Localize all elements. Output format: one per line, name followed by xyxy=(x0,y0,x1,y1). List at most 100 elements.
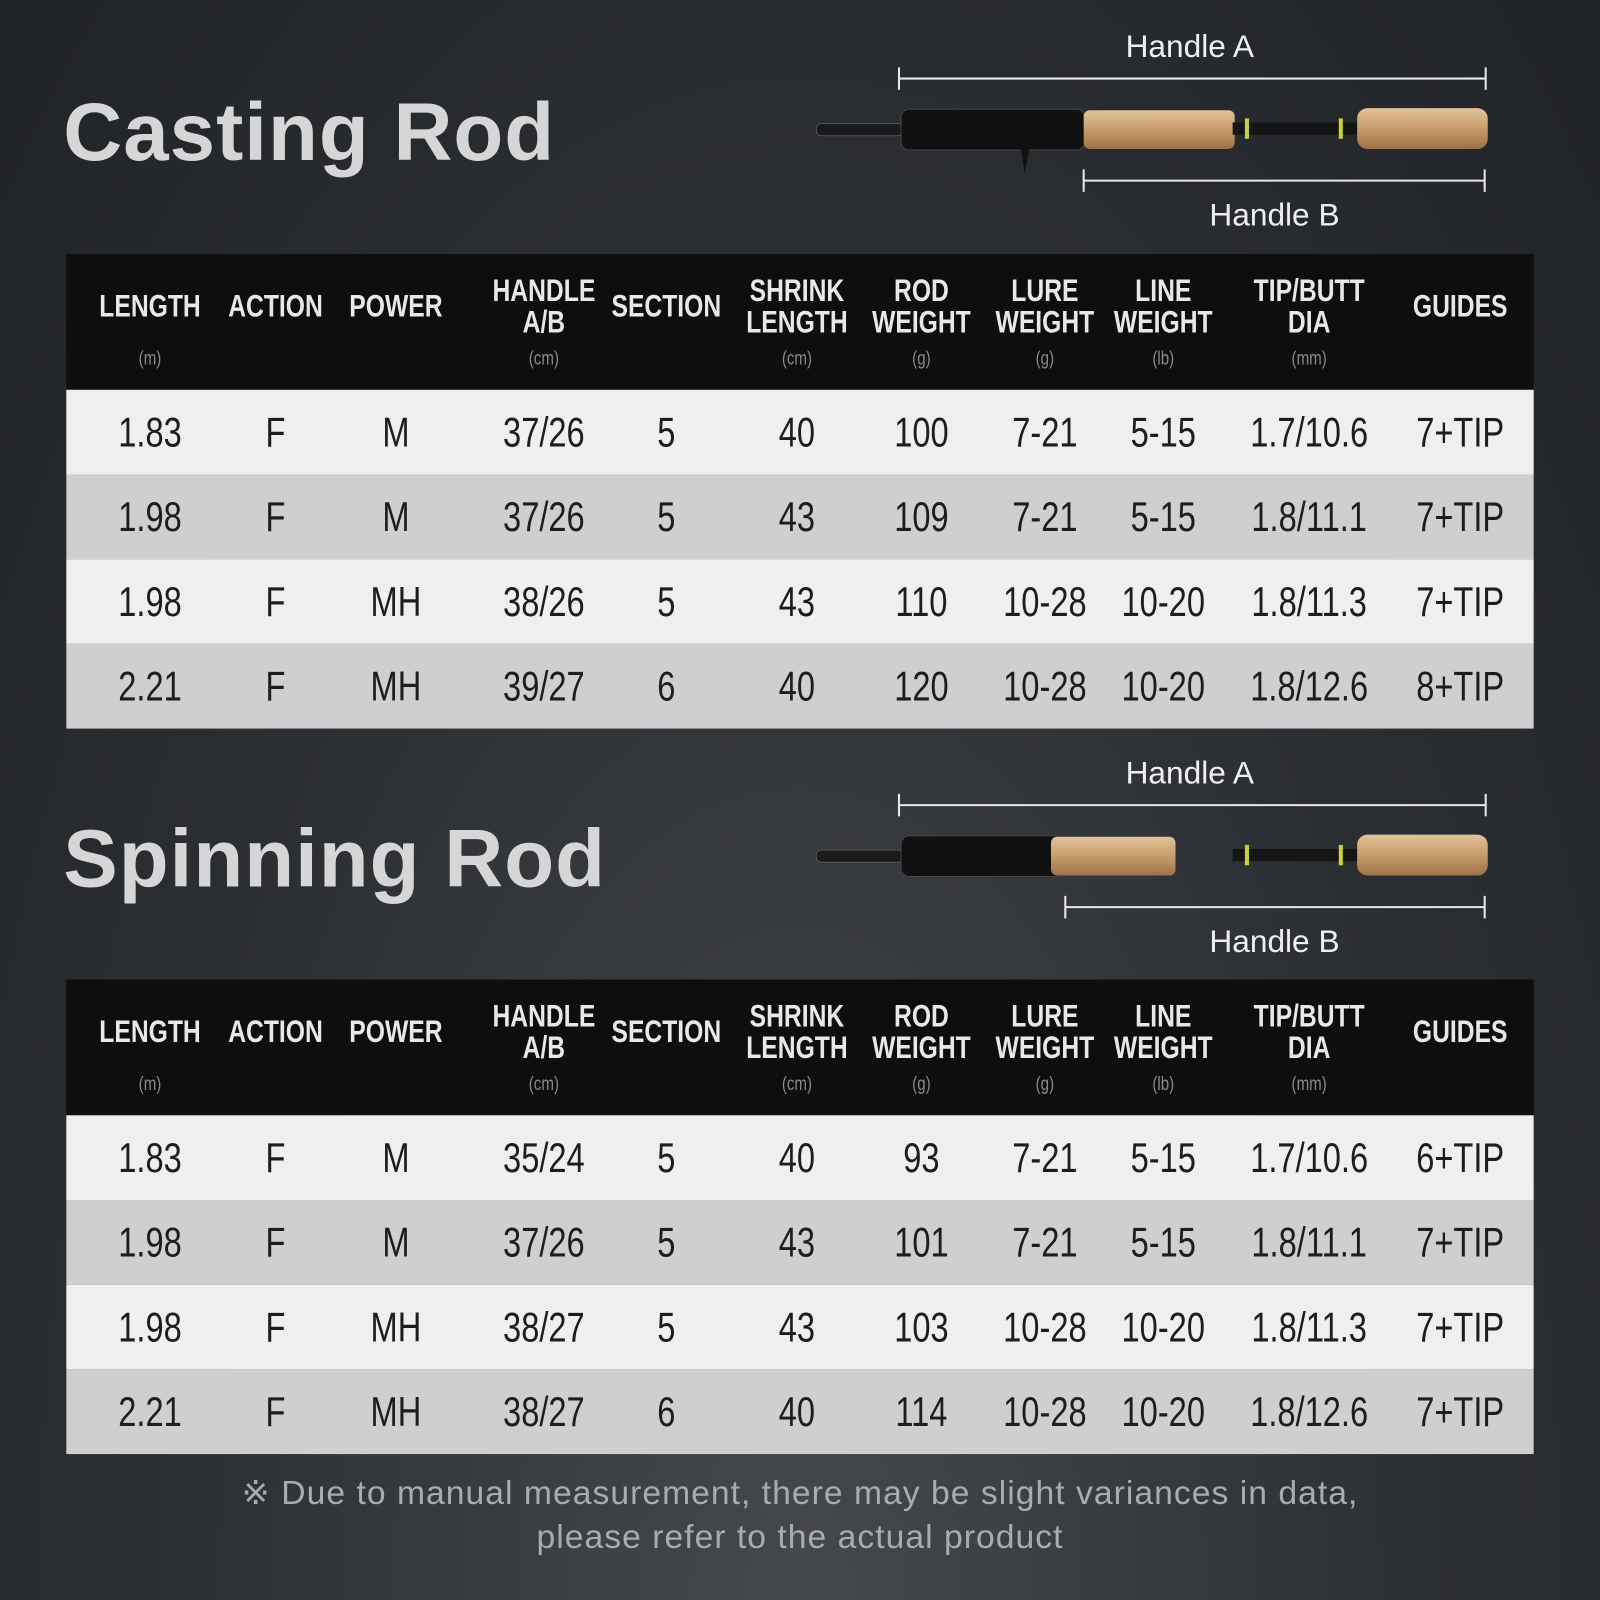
header-unit: (lb) xyxy=(1152,1073,1175,1095)
table-row xyxy=(66,1369,1534,1455)
header-label: LURE xyxy=(1011,272,1079,309)
table-cell: 103 xyxy=(894,1303,949,1351)
table-cell: 114 xyxy=(895,1388,948,1436)
table-cell: 7+TIP xyxy=(1416,1388,1505,1436)
header-label: LENGTH xyxy=(99,1013,201,1049)
handle-a-label: Handle A xyxy=(1125,28,1254,65)
header-unit: (mm) xyxy=(1291,1073,1327,1095)
header-unit: (mm) xyxy=(1291,347,1327,370)
table-cell: 1.98 xyxy=(118,493,182,541)
table-row xyxy=(66,1115,1534,1200)
winding-check xyxy=(1338,118,1343,139)
table-cell: 10-20 xyxy=(1121,1303,1205,1351)
table-cell: 5-15 xyxy=(1130,408,1196,456)
header-unit: (g) xyxy=(912,1073,931,1095)
table-cell: MH xyxy=(370,1303,422,1351)
table-row xyxy=(66,389,1534,475)
table-cell: 5 xyxy=(657,1303,676,1351)
header-label: GUIDES xyxy=(1412,287,1508,324)
rod-butt xyxy=(815,849,904,863)
table-cell: 1.8/11.3 xyxy=(1251,578,1367,625)
header-label: LINE xyxy=(1135,272,1192,309)
table-cell: 7-21 xyxy=(1012,408,1078,456)
table-cell: 37/26 xyxy=(503,493,585,541)
header-unit: (g) xyxy=(1035,347,1055,370)
table-cell: 1.8/11.1 xyxy=(1251,1218,1367,1266)
table-cell: 38/27 xyxy=(503,1388,585,1436)
header-label: POWER xyxy=(349,1013,443,1049)
table-cell: 1.7/10.6 xyxy=(1250,408,1369,456)
table-cell: 5 xyxy=(657,578,676,625)
table-cell: 120 xyxy=(894,662,949,710)
table-cell: MH xyxy=(370,578,422,625)
table-cell: 7-21 xyxy=(1012,1134,1078,1182)
table-cell: M xyxy=(382,408,410,456)
section-title: Spinning Rod xyxy=(63,813,607,905)
header-label: GUIDES xyxy=(1412,1013,1508,1049)
winding-check xyxy=(1244,118,1249,139)
winding-check xyxy=(1244,844,1249,866)
header-label: POWER xyxy=(349,287,443,324)
table-cell: 43 xyxy=(778,578,816,625)
table-cell: 35/24 xyxy=(503,1134,585,1182)
header-label: SECTION xyxy=(611,287,722,324)
table-cell: 43 xyxy=(778,493,816,541)
header-label: WEIGHT xyxy=(995,1029,1095,1066)
table-cell: F xyxy=(265,1303,286,1351)
table-cell: 5-15 xyxy=(1130,1218,1196,1266)
table-cell: MH xyxy=(370,1388,422,1436)
table-cell: 5 xyxy=(657,1218,676,1266)
table-cell: 10-28 xyxy=(1003,662,1087,710)
table-cell: 40 xyxy=(778,1388,816,1436)
table-cell: F xyxy=(265,1134,286,1182)
header-label: DIA xyxy=(1287,304,1331,340)
header-unit: (cm) xyxy=(781,1073,813,1095)
table-cell: 5 xyxy=(657,408,676,456)
table-cell: 110 xyxy=(895,578,948,625)
table-cell: 101 xyxy=(894,1218,949,1266)
header-label: WEIGHT xyxy=(1113,304,1213,340)
rod-shaft xyxy=(1232,848,1361,862)
table-cell: 40 xyxy=(778,1134,816,1182)
trigger xyxy=(1020,142,1031,174)
table-cell: 37/26 xyxy=(503,1218,585,1266)
cork-grip-a xyxy=(1051,836,1176,876)
table-cell: 10-20 xyxy=(1121,1388,1205,1436)
table-header xyxy=(66,254,1534,390)
table-cell: 6 xyxy=(657,1388,676,1436)
winding-check xyxy=(1338,844,1343,866)
rod-diagram xyxy=(815,67,1488,192)
table-cell: 109 xyxy=(894,493,949,541)
table-header xyxy=(66,979,1534,1116)
header-unit: (m) xyxy=(138,347,162,370)
rod-diagram xyxy=(815,793,1488,919)
header-label: WEIGHT xyxy=(872,1029,971,1066)
table-cell: 2.21 xyxy=(118,662,182,710)
table-cell: 7+TIP xyxy=(1416,578,1505,625)
handle-b-label: Handle B xyxy=(1209,196,1340,233)
header-label: ACTION xyxy=(228,287,323,324)
table-cell: 43 xyxy=(778,1303,816,1351)
table-row xyxy=(66,643,1534,729)
table-cell: 7+TIP xyxy=(1416,1303,1505,1351)
header-label: WEIGHT xyxy=(872,304,971,340)
table-cell: F xyxy=(265,1218,286,1266)
header-label: LENGTH xyxy=(99,287,201,324)
header-label: SHRINK xyxy=(749,272,845,309)
footnote: ※ Due to manual measurement, there may b… xyxy=(241,1473,1359,1512)
header-label: ACTION xyxy=(228,1013,323,1049)
table-cell: 93 xyxy=(903,1134,940,1182)
table-row xyxy=(66,474,1534,560)
rod-butt xyxy=(815,122,904,137)
table-cell: 5 xyxy=(657,493,676,541)
table-cell: 7+TIP xyxy=(1416,493,1505,541)
header-unit: (g) xyxy=(1035,1073,1055,1095)
table-cell: F xyxy=(265,493,286,541)
header-label: TIP/BUTT xyxy=(1253,997,1365,1034)
table-row xyxy=(66,1199,1534,1285)
table-cell: 100 xyxy=(894,408,949,456)
table-cell: 10-20 xyxy=(1121,662,1205,710)
table-cell: 38/26 xyxy=(503,578,585,625)
header-label: LENGTH xyxy=(746,304,848,340)
